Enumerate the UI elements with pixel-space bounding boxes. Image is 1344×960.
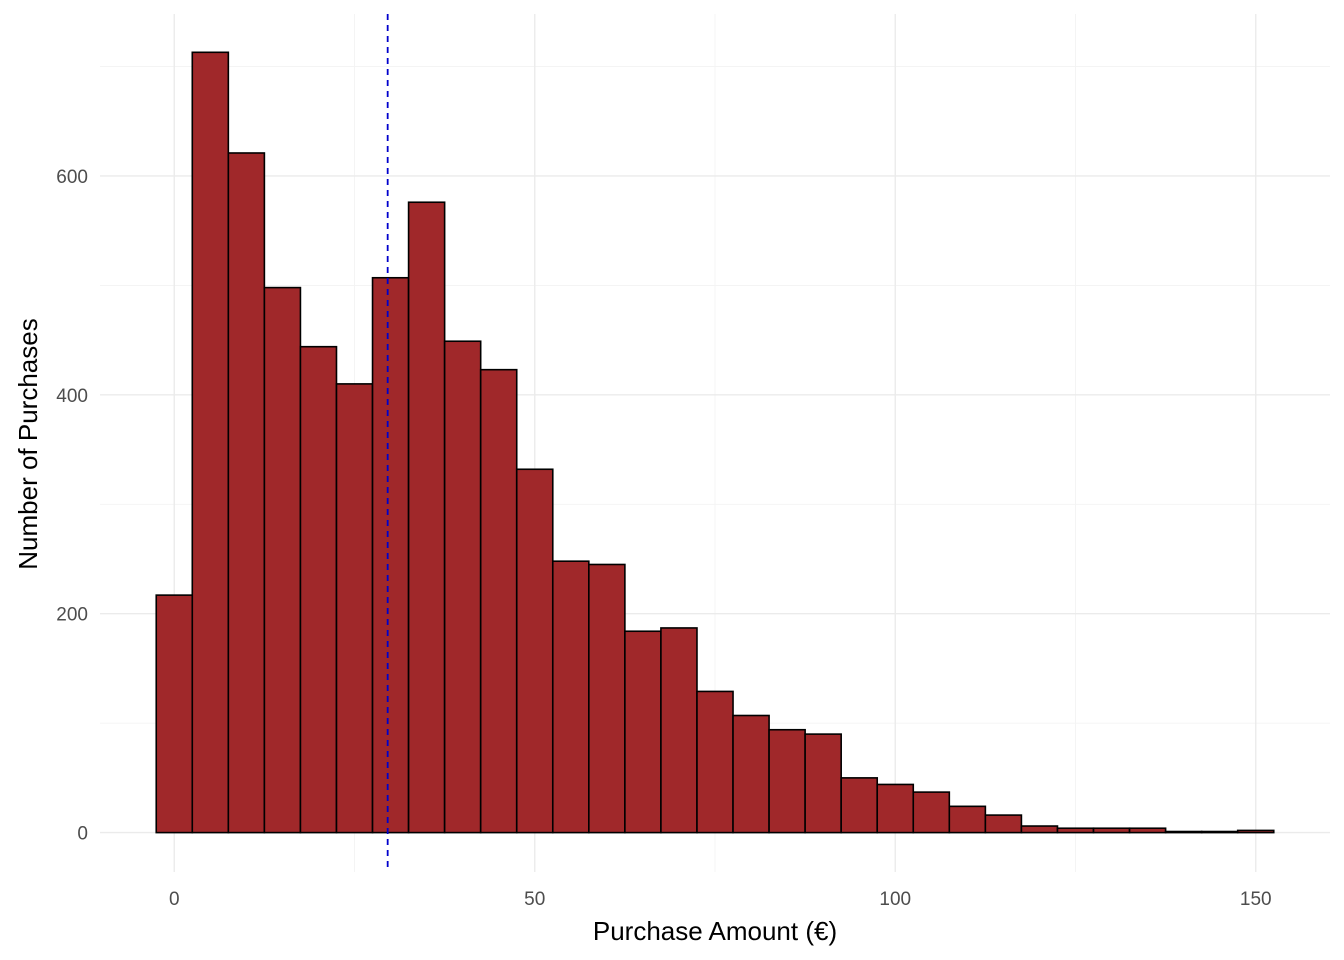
histogram-bar <box>443 340 482 834</box>
histogram-bar <box>155 594 194 834</box>
histogram-bar <box>876 783 915 834</box>
histogram-bar <box>263 286 302 834</box>
histogram-bar <box>335 383 374 834</box>
histogram-bar <box>840 777 879 834</box>
y-tick-label: 600 <box>56 167 88 188</box>
histogram-bar <box>660 627 698 834</box>
histogram-bar <box>371 276 410 834</box>
histogram-bar <box>1128 827 1167 834</box>
histogram-bar <box>1236 829 1275 834</box>
x-tick-label: 150 <box>1240 889 1272 910</box>
histogram-bar <box>479 368 518 834</box>
y-tick-label: 200 <box>56 605 88 626</box>
histogram-bar <box>768 728 806 834</box>
histogram-bar <box>407 201 446 834</box>
histogram-bar <box>624 630 662 834</box>
histogram-bar <box>1200 830 1239 834</box>
histogram-bar <box>588 563 626 834</box>
histogram-bars <box>155 51 1275 834</box>
x-tick-label: 0 <box>169 889 180 910</box>
histogram-bar <box>732 714 770 834</box>
histogram-bar <box>1092 827 1131 834</box>
histogram-bar <box>1164 830 1203 834</box>
histogram-bar <box>984 814 1023 834</box>
histogram-bar <box>1020 825 1059 834</box>
x-tick-label: 100 <box>879 889 911 910</box>
x-tick-labels: 0 50 100 150 <box>169 889 1272 910</box>
y-tick-labels: 0 200 400 600 <box>56 167 88 845</box>
histogram-bar <box>191 51 230 834</box>
histogram-bar <box>948 805 987 834</box>
histogram-bar <box>515 468 554 834</box>
y-tick-label: 0 <box>77 824 88 845</box>
histogram-bar <box>696 690 734 834</box>
histogram-bar <box>1056 827 1095 834</box>
histogram-bar <box>912 791 951 834</box>
x-axis-title: Purchase Amount (€) <box>593 916 837 946</box>
y-tick-label: 400 <box>56 386 88 407</box>
histogram-bar <box>551 560 590 834</box>
y-axis-title: Number of Purchases <box>13 318 43 569</box>
histogram-bar <box>299 345 338 834</box>
x-tick-label: 50 <box>524 889 545 910</box>
histogram-bar <box>804 733 842 834</box>
histogram-bar <box>227 152 266 834</box>
